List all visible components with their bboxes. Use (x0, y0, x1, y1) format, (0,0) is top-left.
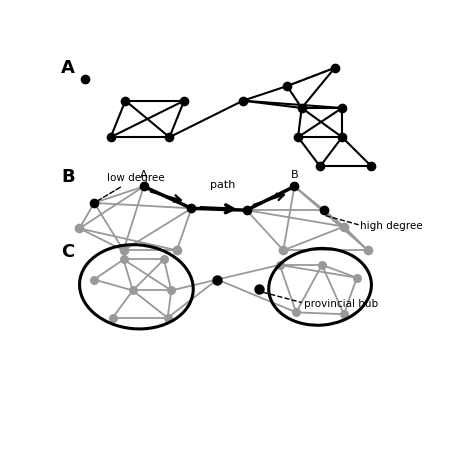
Text: path: path (210, 180, 235, 190)
Text: A: A (61, 59, 75, 77)
Text: B: B (61, 168, 75, 186)
Text: B: B (291, 170, 298, 180)
Text: A: A (140, 170, 147, 180)
Text: provincial hub: provincial hub (303, 299, 378, 309)
Text: C: C (61, 243, 74, 261)
Text: high degree: high degree (360, 221, 423, 231)
Text: low degree: low degree (97, 173, 164, 201)
